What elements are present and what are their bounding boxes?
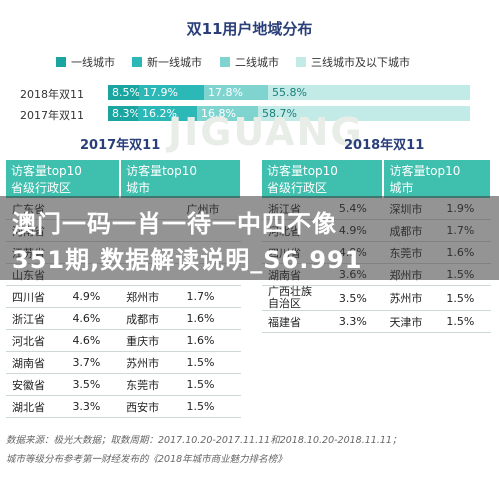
- header-line: 访客量top10: [389, 164, 461, 178]
- bar-segment: 16.2%: [138, 106, 197, 121]
- cell-value: 1.6%: [180, 329, 241, 352]
- cell-name: 福建省: [262, 310, 333, 333]
- cell-name: 广西壮族 自治区: [262, 285, 333, 311]
- table-row: 河北省 4.6% 重庆市 1.6%: [6, 329, 241, 352]
- watermark: JIGUANG: [168, 110, 364, 154]
- table-row: 浙江省 4.6% 成都市 1.6%: [6, 307, 241, 330]
- bar-segment: 8.5%: [108, 85, 140, 100]
- cell-name: 东莞市: [120, 373, 181, 396]
- legend-item-new-tier1: 新一线城市: [132, 54, 202, 70]
- cell-name: 重庆市: [120, 329, 181, 352]
- overlay-line-2: 351期,数据解读说明_S6.991: [12, 246, 363, 274]
- legend-label: 二线城市: [235, 56, 279, 69]
- cell-name: 湖南省: [6, 351, 67, 374]
- header-line: 访客量top10: [126, 164, 198, 178]
- table-row: 湖北省 3.3% 西安市 1.5%: [6, 395, 241, 418]
- cell-value: 1.5%: [440, 285, 491, 311]
- header-line: 访客量top10: [11, 164, 82, 178]
- header-line: 城市: [126, 181, 151, 195]
- legend-item-tier3: 三线城市及以下城市: [296, 54, 410, 70]
- table-row: 广西壮族 自治区 3.5% 苏州市 1.5%: [262, 285, 491, 311]
- cell-name: 苏州市: [120, 351, 181, 374]
- cell-value: 3.5%: [66, 373, 121, 396]
- cell-name: 浙江省: [6, 307, 67, 330]
- row-label-2018: 2018年双11: [20, 88, 84, 101]
- bar-segment: 17.8%: [204, 85, 268, 100]
- header-province: 访客量top10 省级行政区: [262, 160, 385, 198]
- cell-name: 安徽省: [6, 373, 67, 396]
- cell-value: 3.3%: [66, 395, 121, 418]
- row-label-2017: 2017年双11: [20, 109, 84, 122]
- chart-title: 双11用户地域分布: [186, 20, 313, 38]
- legend-swatch: [220, 57, 230, 67]
- cell-value: 1.5%: [180, 373, 241, 396]
- cell-value: 1.6%: [180, 307, 241, 330]
- legend-item-tier2: 二线城市: [220, 54, 279, 70]
- header-city: 访客量top10 城市: [120, 160, 242, 198]
- table-row: 福建省 3.3% 天津市 1.5%: [262, 310, 491, 333]
- footnote-line-1: 数据来源：极光大数据；取数周期：2017.10.20-2017.11.11和20…: [6, 435, 402, 446]
- cell-value: 4.6%: [66, 329, 121, 352]
- table-2018-title: 2018年双11: [344, 138, 425, 153]
- cell-name: 成都市: [120, 307, 181, 330]
- cell-value: 4.9%: [66, 285, 121, 308]
- cell-name: 苏州市: [383, 285, 441, 311]
- cell-value: 3.3%: [332, 310, 384, 333]
- legend-swatch: [132, 57, 142, 67]
- legend-label: 三线城市及以下城市: [311, 56, 410, 69]
- table-row: 湖南省 3.7% 苏州市 1.5%: [6, 351, 241, 374]
- legend-swatch: [296, 57, 306, 67]
- stacked-bar-2017: 8.3% 16.2% 16.8% 58.7%: [108, 106, 470, 121]
- table-2017-title: 2017年双11: [80, 138, 161, 153]
- table-row: 安徽省 3.5% 东莞市 1.5%: [6, 373, 241, 396]
- cell-value: 4.6%: [66, 307, 121, 330]
- header-province: 访客量top10 省级行政区: [6, 160, 122, 198]
- bar-segment: 8.3%: [108, 106, 140, 121]
- header-line: 城市: [389, 181, 414, 195]
- cell-value: 1.5%: [180, 395, 241, 418]
- cell-name: 四川省: [6, 285, 67, 308]
- cell-name: 郑州市: [120, 285, 181, 308]
- bar-segment: 58.7%: [258, 106, 470, 121]
- overlay-banner: 澳门一码一肖一待一中四不像 351期,数据解读说明_S6.991: [0, 196, 499, 280]
- legend-swatch: [56, 57, 66, 67]
- bar-segment: 16.8%: [197, 106, 258, 121]
- legend-item-tier1: 一线城市: [56, 54, 115, 70]
- cell-value: 1.5%: [180, 351, 241, 374]
- bar-segment: 55.8%: [268, 85, 470, 100]
- legend-label: 一线城市: [71, 56, 115, 69]
- cell-name: 河北省: [6, 329, 67, 352]
- header-city: 访客量top10 城市: [383, 160, 492, 198]
- header-line: 省级行政区: [11, 181, 72, 195]
- header-line: 省级行政区: [267, 181, 328, 195]
- footnote-line-2: 城市等级分布参考第一财经发布的《2018年城市商业魅力排名榜》: [6, 454, 287, 465]
- cell-value: 1.7%: [180, 285, 241, 308]
- stacked-bar-2018: 8.5% 17.9% 17.8% 55.8%: [108, 85, 470, 100]
- cell-value: 1.5%: [440, 310, 491, 333]
- cell-name: 西安市: [120, 395, 181, 418]
- cell-value: 3.7%: [66, 351, 121, 374]
- cell-name: 天津市: [383, 310, 441, 333]
- cell-name: 湖北省: [6, 395, 67, 418]
- header-line: 访客量top10: [267, 164, 338, 178]
- cell-value: 3.5%: [332, 285, 384, 311]
- overlay-line-1: 澳门一码一肖一待一中四不像: [12, 210, 337, 238]
- table-row: 四川省 4.9% 郑州市 1.7%: [6, 285, 241, 308]
- bar-segment: 17.9%: [139, 85, 204, 100]
- legend-label: 新一线城市: [147, 56, 202, 69]
